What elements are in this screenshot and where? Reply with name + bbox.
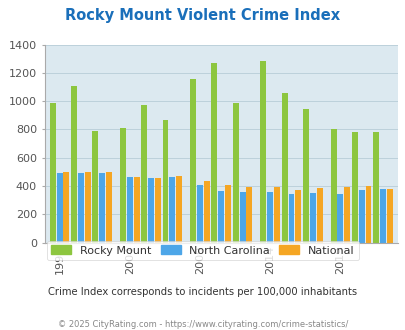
Bar bbox=[302, 109, 308, 243]
Bar bbox=[154, 178, 160, 243]
Bar bbox=[211, 63, 217, 243]
Bar bbox=[63, 172, 69, 243]
Bar bbox=[294, 189, 301, 243]
Bar bbox=[246, 187, 252, 243]
Bar bbox=[141, 105, 147, 243]
Bar bbox=[50, 103, 55, 243]
Bar bbox=[106, 172, 112, 243]
Bar bbox=[133, 178, 139, 243]
Bar bbox=[239, 192, 245, 243]
Bar bbox=[78, 173, 83, 243]
Bar bbox=[343, 187, 350, 243]
Bar bbox=[337, 194, 343, 243]
Text: Crime Index corresponds to incidents per 100,000 inhabitants: Crime Index corresponds to incidents per… bbox=[48, 287, 357, 297]
Bar bbox=[196, 184, 202, 243]
Bar bbox=[330, 129, 336, 243]
Bar bbox=[232, 103, 238, 243]
Bar bbox=[203, 181, 209, 243]
Bar bbox=[358, 190, 364, 243]
Bar bbox=[309, 193, 315, 243]
Bar bbox=[316, 188, 322, 243]
Bar bbox=[176, 176, 182, 243]
Bar bbox=[126, 178, 132, 243]
Bar bbox=[288, 194, 294, 243]
Bar bbox=[190, 79, 196, 243]
Bar bbox=[351, 132, 357, 243]
Bar bbox=[169, 177, 175, 243]
Bar bbox=[218, 191, 224, 243]
Bar bbox=[379, 189, 385, 243]
Text: © 2025 CityRating.com - https://www.cityrating.com/crime-statistics/: © 2025 CityRating.com - https://www.city… bbox=[58, 320, 347, 329]
Bar bbox=[148, 178, 153, 243]
Bar bbox=[92, 131, 98, 243]
Bar bbox=[273, 187, 279, 243]
Bar bbox=[162, 120, 168, 243]
Bar bbox=[266, 192, 273, 243]
Bar bbox=[56, 173, 62, 243]
Bar bbox=[386, 189, 392, 243]
Bar bbox=[71, 85, 77, 243]
Text: Rocky Mount Violent Crime Index: Rocky Mount Violent Crime Index bbox=[65, 8, 340, 23]
Bar bbox=[85, 172, 90, 243]
Bar bbox=[372, 132, 378, 243]
Bar bbox=[224, 184, 230, 243]
Bar bbox=[281, 93, 287, 243]
Bar bbox=[364, 186, 371, 243]
Bar bbox=[120, 128, 126, 243]
Legend: Rocky Mount, North Carolina, National: Rocky Mount, North Carolina, National bbox=[47, 241, 358, 260]
Bar bbox=[260, 61, 266, 243]
Bar bbox=[99, 173, 105, 243]
